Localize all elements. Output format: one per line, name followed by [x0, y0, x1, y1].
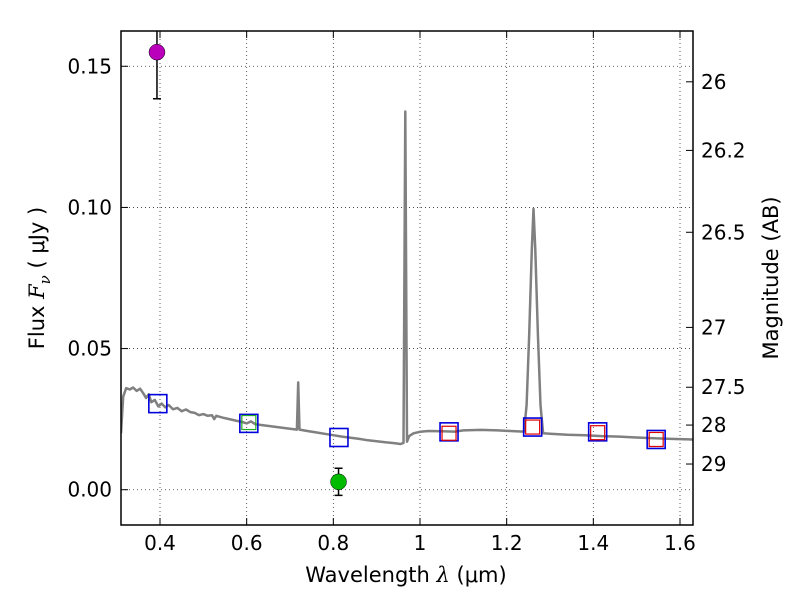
- y2-tick-label: 27: [701, 315, 726, 339]
- y-axis-label: Flux Fν ( μJy ): [25, 207, 54, 349]
- filter-flux-marker: [587, 422, 608, 442]
- y-tick-label: 0.15: [67, 54, 112, 78]
- axis-ticks: 0.4 0.6 0.8 1 1.2 1.4 1.6 0.00 0.05 0.10 0.15 26 26.…: [67, 31, 746, 555]
- model-flux-marker: [241, 414, 257, 431]
- y2-tick-label: 28: [701, 413, 726, 437]
- spectrum-line: [121, 110, 693, 446]
- y-tick-label: 0.05: [67, 337, 112, 361]
- y2-tick-label: 29: [701, 452, 726, 476]
- x-axis-label: Wavelength λ (μm): [305, 563, 506, 587]
- filter-flux-marker: [239, 413, 259, 434]
- x-tick-label: 0.4: [144, 531, 176, 555]
- x-tick-label: 0.8: [317, 531, 349, 555]
- y2-tick-label: 26: [701, 70, 726, 94]
- y2-axis-label: Magnitude (AB): [759, 196, 783, 359]
- x-tick-label: 0.6: [231, 531, 263, 555]
- model-flux-marker: [648, 431, 664, 448]
- x-tick-label: 1: [414, 531, 427, 555]
- model-flux-marker: [590, 425, 606, 441]
- y-tick-label: 0.10: [67, 195, 112, 219]
- model-flux-marker: [525, 419, 541, 435]
- y-tick-label: 0.00: [67, 478, 112, 502]
- model-flux-marker: [441, 425, 457, 441]
- filter-flux-marker: [148, 393, 168, 414]
- filter-flux-marker: [522, 417, 543, 437]
- observed-flux-point: [330, 473, 347, 491]
- filter-flux-marker: [329, 427, 349, 448]
- x-tick-label: 1.4: [577, 531, 609, 555]
- observed-flux-point: [148, 43, 166, 61]
- filter-flux-marker: [646, 429, 666, 450]
- x-tick-label: 1.2: [491, 531, 523, 555]
- y2-tick-label: 26.2: [701, 138, 746, 162]
- y2-tick-label: 26.5: [701, 220, 746, 244]
- y2-tick-label: 27.5: [701, 375, 746, 399]
- x-tick-label: 1.6: [664, 531, 696, 555]
- plot-frame: [120, 30, 694, 526]
